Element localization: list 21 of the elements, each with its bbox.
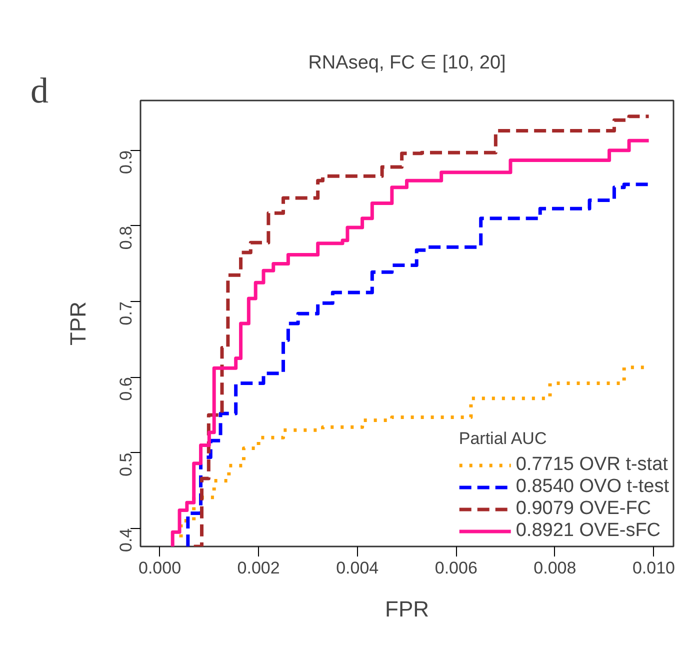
x-tick-label: 0.002 <box>237 558 280 578</box>
legend-label: 0.9079 OVE-FC <box>516 498 652 520</box>
y-tick-label: 0.5 <box>116 452 136 476</box>
legend-label: 0.7715 OVR t-stat <box>516 454 668 476</box>
x-tick-label: 0.000 <box>138 558 182 578</box>
text: d <box>30 70 48 110</box>
x-axis-title: FPR <box>385 596 429 622</box>
x-tick-label: 0.008 <box>534 558 576 578</box>
x-tick-label: 0.010 <box>632 558 676 578</box>
legend-title: Partial AUC <box>458 429 548 449</box>
x-tick-label: 0.004 <box>336 558 379 578</box>
y-axis-title: TPR <box>66 302 90 346</box>
y-tick-label: 0.4 <box>116 528 136 552</box>
legend-label: 0.8921 OVE-sFC <box>516 520 661 542</box>
y-tick-label: 0.9 <box>116 150 136 174</box>
y-tick-label: 0.7 <box>116 302 136 326</box>
x-tick-label: 0.006 <box>434 558 478 578</box>
y-tick-label: 0.6 <box>116 377 136 401</box>
chart-title: RNAseq, FC ∈ [10, 20] <box>308 52 506 74</box>
legend-label: 0.8540 OVO t-test <box>516 476 669 498</box>
y-tick-label: 0.8 <box>116 226 136 250</box>
